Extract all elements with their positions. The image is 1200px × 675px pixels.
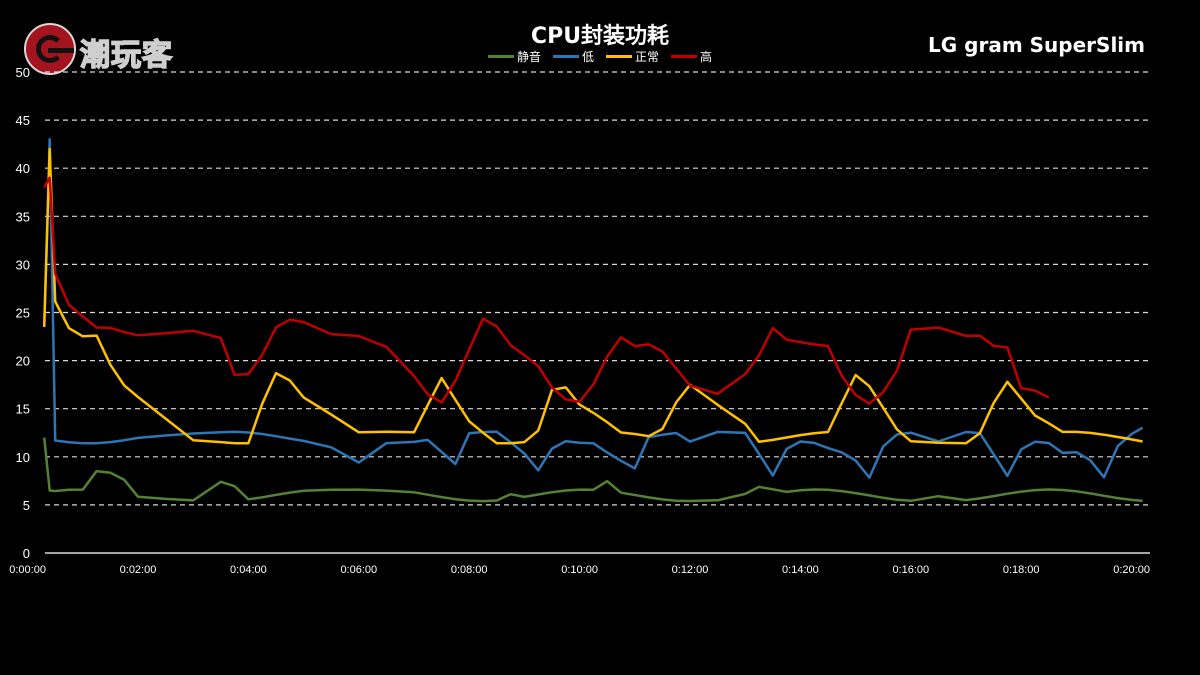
x-tick-label: 0:18:00 (1003, 564, 1040, 576)
legend-label: 低 (581, 50, 594, 64)
legend-swatch (671, 55, 698, 58)
y-axis-ticks: 0 5 10 15 20 25 30 35 40 45 50 (16, 65, 30, 561)
y-tick-label: 5 (23, 498, 30, 513)
logo-emblem-icon (24, 23, 76, 75)
series-line-normal (42, 147, 1143, 445)
y-tick-label: 15 (16, 402, 30, 417)
x-tick-label: 0:16:00 (892, 564, 929, 576)
legend-swatch (552, 55, 579, 58)
legend-item-high: 高 (671, 48, 712, 65)
logo-text: 潮玩客 (79, 37, 173, 74)
device-name: LG gram SuperSlim (928, 33, 1145, 57)
chart-title: CPU封装功耗 (530, 24, 670, 49)
series-line-low (42, 138, 1144, 479)
y-tick-label: 0 (23, 546, 30, 561)
x-tick-label: 0:02:00 (120, 564, 157, 576)
x-tick-label: 0:12:00 (672, 564, 709, 576)
x-tick-label: 0:20:00 (1113, 564, 1150, 576)
gridlines (45, 71, 1150, 506)
y-tick-label: 20 (16, 354, 30, 369)
legend-label: 正常 (635, 50, 660, 64)
x-tick-label: 0:10:00 (561, 564, 598, 576)
y-tick-label: 35 (16, 209, 30, 224)
y-tick-label: 10 (16, 450, 30, 465)
legend-swatch (487, 55, 514, 58)
legend-label: 静音 (516, 50, 541, 64)
data-series (42, 138, 1144, 503)
x-tick-label: 0:14:00 (782, 564, 819, 576)
y-tick-label: 40 (16, 161, 30, 176)
legend-swatch (606, 55, 632, 58)
y-tick-label: 30 (16, 257, 30, 272)
x-axis-ticks: 0:00:00 0:02:00 0:04:00 0:06:00 0:08:00 0:10:… (9, 564, 1150, 576)
legend-item-low: 低 (552, 48, 594, 65)
series-line-high (43, 176, 1050, 405)
y-tick-label: 50 (16, 65, 30, 80)
x-tick-label: 0:00:00 (9, 564, 46, 576)
x-tick-label: 0:04:00 (230, 564, 267, 576)
legend-label: 高 (700, 50, 713, 64)
chart-legend: 静音 低 正常 高 (0, 48, 1200, 65)
legend-item-normal: 正常 (606, 48, 659, 65)
y-tick-label: 45 (16, 113, 30, 128)
x-tick-label: 0:06:00 (340, 564, 377, 576)
y-tick-label: 25 (16, 306, 30, 321)
series-line-silent (42, 437, 1143, 503)
legend-item-silent: 静音 (487, 48, 541, 65)
x-tick-label: 0:08:00 (451, 564, 488, 576)
brand-logo: 潮玩客 (22, 22, 192, 80)
